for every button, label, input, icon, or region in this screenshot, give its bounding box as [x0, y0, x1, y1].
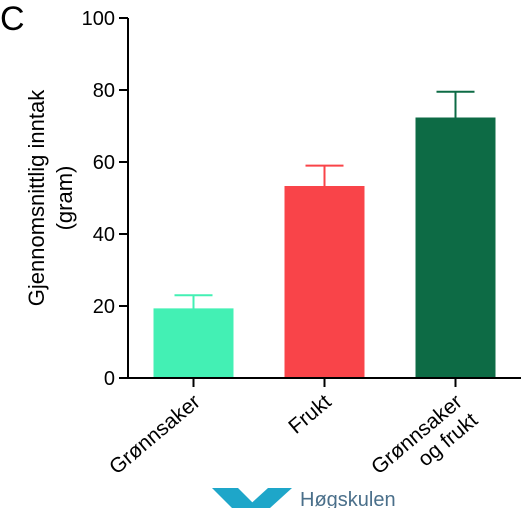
bar-1 — [153, 309, 234, 378]
watermark-logo-icon-right — [246, 488, 292, 508]
plot-area: 0 20 40 60 80 100 Grønnsaker Frukt Grønnsakerog … — [82, 8, 521, 497]
y-tick-label-60: 60 — [93, 152, 115, 174]
bar-3 — [415, 118, 496, 379]
x-tick-label-line: Grønnsaker — [105, 390, 205, 479]
y-axis-label: Gjennomsnittlig inntak (gram) — [24, 89, 77, 306]
watermark: Høgskulen — [212, 488, 396, 508]
x-tick-label-1: Grønnsaker — [105, 390, 205, 479]
x-tick-label-3: Grønnsakerog frukt — [367, 390, 482, 497]
y-tick-label-100: 100 — [82, 8, 115, 30]
y-axis-label-line: Gjennomsnittlig inntak — [24, 89, 49, 306]
watermark-logo-icon — [212, 488, 258, 508]
y-tick-label-20: 20 — [93, 296, 115, 318]
bar-2 — [284, 187, 365, 378]
x-tick-label-2: Frukt — [284, 390, 336, 438]
y-tick-label-40: 40 — [93, 224, 115, 246]
y-tick-label-80: 80 — [93, 80, 115, 102]
y-axis-label-line: (gram) — [52, 166, 77, 231]
y-tick-label-0: 0 — [104, 368, 115, 390]
x-tick-label-line: Frukt — [284, 390, 336, 438]
panel-label: C — [0, 0, 25, 38]
watermark-text: Høgskulen — [300, 489, 396, 508]
